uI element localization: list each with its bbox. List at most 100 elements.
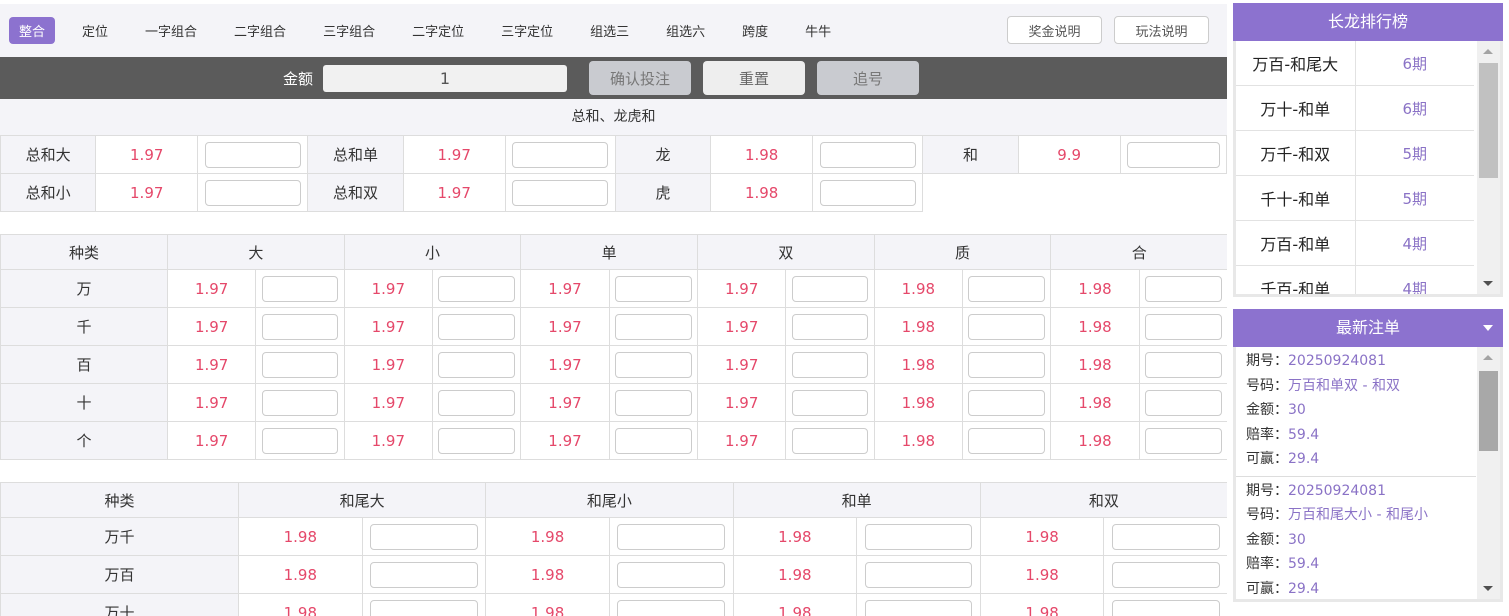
bet-amount-input[interactable] bbox=[968, 427, 1046, 454]
bet-amount-input[interactable] bbox=[864, 599, 973, 616]
tab-item[interactable]: 二字组合 bbox=[234, 25, 287, 40]
chase-button[interactable]: 追号 bbox=[817, 61, 920, 95]
odds-value: 1.98 bbox=[1050, 383, 1140, 422]
scroll-down-icon[interactable] bbox=[1483, 586, 1493, 591]
ranking-item[interactable]: 万十-和单 6期 bbox=[1236, 86, 1474, 131]
bet-amount-input[interactable] bbox=[864, 561, 973, 588]
bet-amount-input[interactable] bbox=[968, 389, 1046, 416]
bet-amount-input[interactable] bbox=[968, 275, 1046, 302]
bet-amount-input[interactable] bbox=[369, 523, 478, 550]
bet-amount-input[interactable] bbox=[617, 523, 726, 550]
bet-amount-input[interactable] bbox=[438, 313, 516, 340]
order-amount-label: 金额： bbox=[1246, 402, 1288, 418]
bet-amount-input[interactable] bbox=[512, 179, 609, 206]
bet-input-cell bbox=[785, 421, 875, 460]
tab-item[interactable]: 三字定位 bbox=[501, 25, 554, 40]
tab-item[interactable]: 定位 bbox=[82, 25, 109, 40]
ranking-item[interactable]: 万百-和单 4期 bbox=[1236, 221, 1474, 266]
bet-amount-input[interactable] bbox=[261, 427, 339, 454]
bet-amount-input[interactable] bbox=[1127, 141, 1220, 168]
bet-amount-input[interactable] bbox=[1111, 561, 1220, 588]
scroll-down-icon[interactable] bbox=[1483, 281, 1493, 286]
bet-amount-input[interactable] bbox=[438, 389, 516, 416]
bet-amount-input[interactable] bbox=[204, 141, 301, 168]
bet-amount-input[interactable] bbox=[614, 275, 692, 302]
bet-amount-input[interactable] bbox=[791, 351, 869, 378]
bet-amount-input[interactable] bbox=[438, 351, 516, 378]
bet-amount-input[interactable] bbox=[1144, 427, 1222, 454]
orders-title[interactable]: 最新注单 bbox=[1233, 309, 1503, 347]
bet-amount-input[interactable] bbox=[791, 389, 869, 416]
reset-button[interactable]: 重置 bbox=[703, 61, 806, 95]
bet-amount-input[interactable] bbox=[512, 141, 609, 168]
ranking-item[interactable]: 千十-和单 5期 bbox=[1236, 176, 1474, 221]
bet-amount-input[interactable] bbox=[261, 351, 339, 378]
bet-amount-input[interactable] bbox=[617, 561, 726, 588]
bet-amount-input[interactable] bbox=[864, 523, 973, 550]
bet-amount-input[interactable] bbox=[261, 389, 339, 416]
bet-amount-input[interactable] bbox=[1144, 389, 1222, 416]
odds-value: 1.97 bbox=[697, 421, 787, 460]
bet-amount-input[interactable] bbox=[1144, 275, 1222, 302]
bet-amount-input[interactable] bbox=[968, 351, 1046, 378]
bet-input-cell bbox=[431, 421, 522, 460]
bet-amount-input[interactable] bbox=[1144, 351, 1222, 378]
odds-value: 1.98 bbox=[1050, 307, 1140, 346]
bet-amount-input[interactable] bbox=[791, 313, 869, 340]
bet-amount-input[interactable] bbox=[614, 313, 692, 340]
odds-value: 1.98 bbox=[873, 421, 964, 460]
column-header: 质 bbox=[873, 234, 1052, 270]
ranking-item[interactable]: 万千-和双 5期 bbox=[1236, 131, 1474, 176]
bet-amount-input[interactable] bbox=[791, 427, 869, 454]
bet-amount-input[interactable] bbox=[438, 427, 516, 454]
bet-amount-input[interactable] bbox=[369, 599, 478, 616]
order-number: 号码：万百和尾大小 - 和尾小 bbox=[1246, 503, 1466, 528]
bet-input-cell bbox=[785, 269, 875, 308]
column-header: 和双 bbox=[979, 482, 1227, 518]
bet-amount-input[interactable] bbox=[1144, 313, 1222, 340]
tab-item[interactable]: 三字组合 bbox=[323, 25, 376, 40]
bet-amount-input[interactable] bbox=[617, 599, 726, 616]
ranking-name: 万百-和单 bbox=[1236, 221, 1356, 265]
ranking-item[interactable]: 千百-和单 4期 bbox=[1236, 266, 1474, 294]
bet-amount-input[interactable] bbox=[614, 389, 692, 416]
confirm-bet-button[interactable]: 确认投注 bbox=[589, 61, 692, 95]
caret-down-icon[interactable] bbox=[1483, 325, 1493, 331]
position-table: 种类大小单双质合万 1.97 1.97 1.97 1.97 1.98 1.98 千 1.97 1.… bbox=[0, 234, 1227, 460]
amount-label: 金额 bbox=[283, 69, 314, 88]
rules-button[interactable]: 玩法说明 bbox=[1114, 16, 1209, 44]
bet-amount-input[interactable] bbox=[968, 313, 1046, 340]
bet-input-cell bbox=[962, 269, 1052, 308]
bet-input-cell bbox=[255, 345, 345, 384]
bet-amount-input[interactable] bbox=[819, 141, 916, 168]
amount-input[interactable]: 1 bbox=[323, 64, 568, 92]
odds-value: 1.97 bbox=[166, 421, 257, 460]
tab-item[interactable]: 组选三 bbox=[590, 25, 630, 40]
bet-amount-input[interactable] bbox=[819, 179, 916, 206]
table-row: 万 1.97 1.97 1.97 1.97 1.98 1.98 bbox=[0, 269, 1227, 308]
odds-value: 1.97 bbox=[697, 345, 787, 384]
bet-amount-input[interactable] bbox=[438, 275, 516, 302]
tab-item[interactable]: 组选六 bbox=[666, 25, 706, 40]
bet-amount-input[interactable] bbox=[1111, 523, 1220, 550]
scrollbar[interactable] bbox=[1477, 41, 1500, 294]
bet-amount-input[interactable] bbox=[614, 427, 692, 454]
column-header: 合 bbox=[1050, 234, 1227, 270]
bet-amount-input[interactable] bbox=[261, 275, 339, 302]
bet-amount-input[interactable] bbox=[1111, 599, 1220, 616]
bet-amount-input[interactable] bbox=[261, 313, 339, 340]
tab-item[interactable]: 牛牛 bbox=[805, 25, 832, 40]
bet-amount-input[interactable] bbox=[791, 275, 869, 302]
tab-item[interactable]: 一字组合 bbox=[145, 25, 198, 40]
tab-item[interactable]: 跨度 bbox=[742, 25, 769, 40]
tab-item[interactable]: 整合 bbox=[9, 17, 56, 44]
scrollbar[interactable] bbox=[1477, 347, 1500, 599]
tab-item[interactable]: 二字定位 bbox=[412, 25, 465, 40]
bet-amount-input[interactable] bbox=[204, 179, 301, 206]
scroll-up-icon[interactable] bbox=[1483, 49, 1493, 54]
scroll-up-icon[interactable] bbox=[1483, 355, 1493, 360]
ranking-item[interactable]: 万百-和尾大 6期 bbox=[1236, 41, 1474, 86]
bet-amount-input[interactable] bbox=[614, 351, 692, 378]
prize-info-button[interactable]: 奖金说明 bbox=[1007, 16, 1102, 44]
bet-amount-input[interactable] bbox=[369, 561, 478, 588]
